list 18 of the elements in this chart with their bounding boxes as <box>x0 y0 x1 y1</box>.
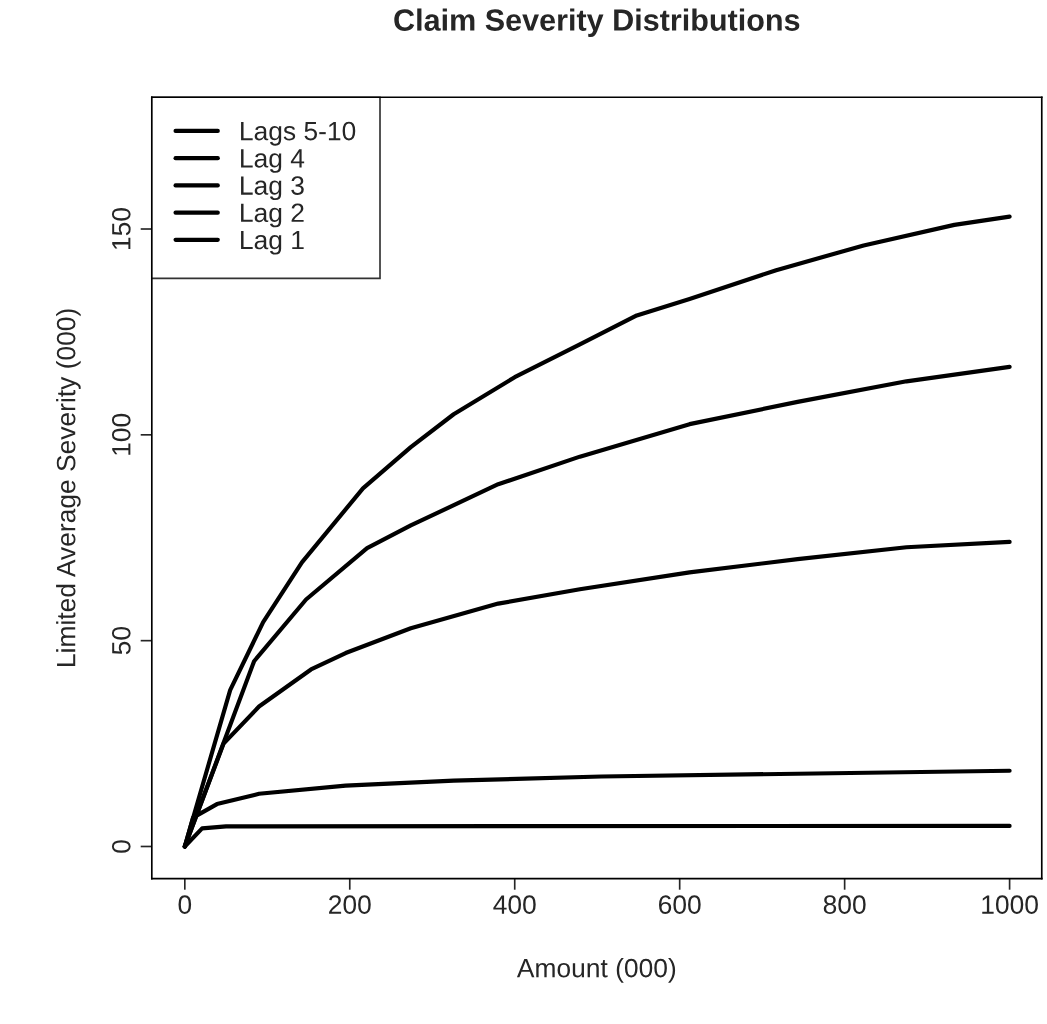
x-axis-title: Amount (000) <box>516 958 676 983</box>
legend-label: Lag 2 <box>241 203 304 228</box>
x-tick-label: 1000 <box>982 895 1038 914</box>
y-tick-label: 150 <box>111 208 131 250</box>
legend-label: Lag 4 <box>241 149 305 173</box>
x-tick-label: 600 <box>659 895 701 914</box>
legend-label: Lags 5-10 <box>241 121 356 146</box>
legend-label: Lag 1 <box>241 230 304 255</box>
y-tick-label: 0 <box>111 840 131 853</box>
x-tick-label: 800 <box>823 895 866 914</box>
y-axis-title: Limited Average Severity (000) <box>56 309 81 666</box>
x-tick-label: 400 <box>493 895 536 914</box>
y-tick-label: 50 <box>111 627 131 655</box>
x-tick-label: 200 <box>329 895 371 914</box>
x-tick-label: 0 <box>178 895 192 914</box>
y-tick-label: 100 <box>111 413 131 455</box>
legend-label: Lag 3 <box>241 176 304 201</box>
chart-title: Claim Severity Distributions <box>394 8 800 37</box>
